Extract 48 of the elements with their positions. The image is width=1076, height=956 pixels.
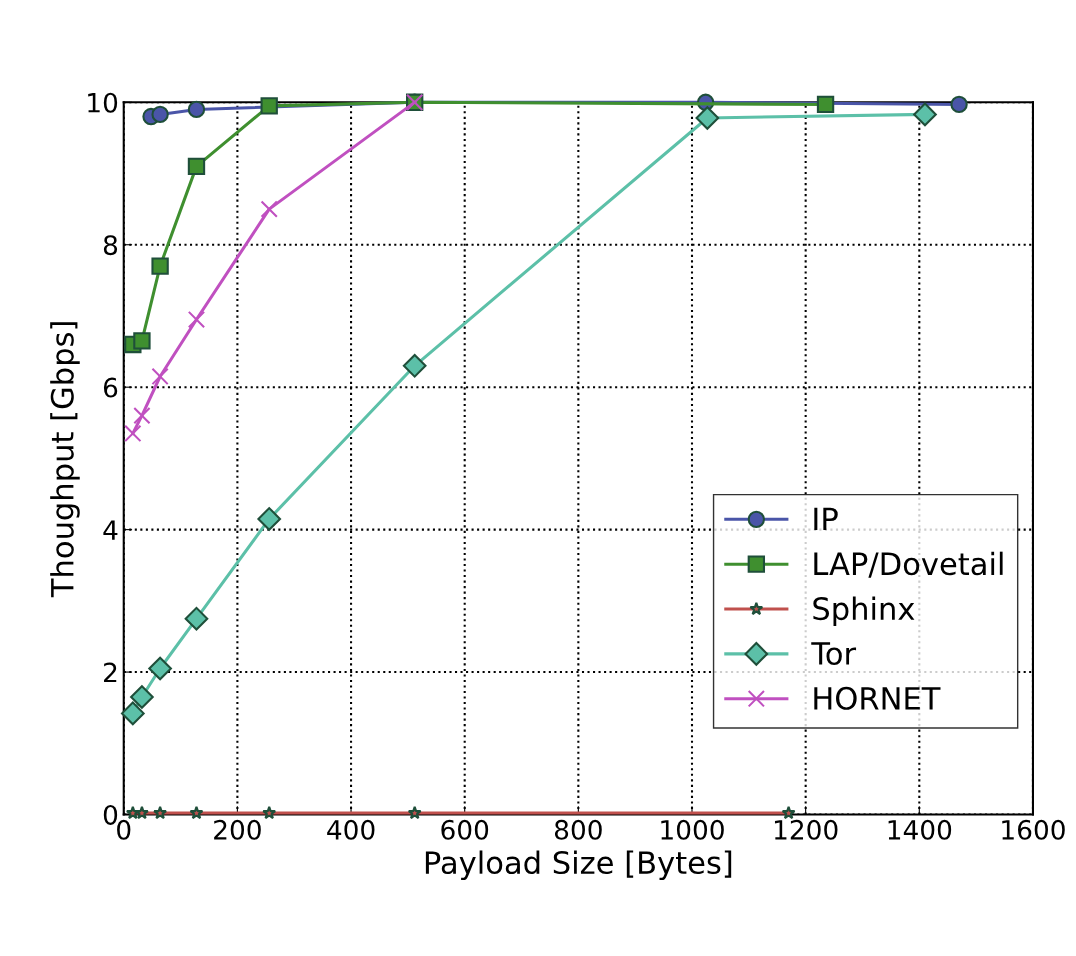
point bbox=[950, 95, 968, 114]
x-tick-label: 1400 bbox=[888, 819, 952, 840]
point bbox=[781, 805, 796, 820]
x-tick-label: 400 bbox=[327, 819, 375, 840]
point bbox=[695, 106, 720, 130]
point bbox=[262, 805, 277, 820]
point bbox=[816, 95, 835, 114]
point bbox=[189, 805, 204, 820]
point bbox=[153, 805, 168, 820]
point bbox=[133, 332, 151, 350]
point bbox=[124, 424, 142, 443]
x-axis-title: Payload Size [Bytes] bbox=[425, 850, 732, 881]
x-tick-label: 1600 bbox=[1002, 819, 1065, 840]
point bbox=[151, 105, 169, 124]
point bbox=[187, 157, 206, 176]
point bbox=[151, 257, 169, 275]
legend-label: HORNET bbox=[814, 686, 941, 710]
legend-label: IP bbox=[814, 507, 838, 531]
point bbox=[260, 200, 278, 218]
x-tick-label: 0 bbox=[117, 819, 131, 840]
point bbox=[148, 656, 172, 681]
point bbox=[407, 805, 422, 820]
point bbox=[187, 100, 206, 119]
legend-label: Tor bbox=[811, 642, 857, 666]
point bbox=[260, 97, 278, 115]
legend-label: Sphinx bbox=[813, 596, 915, 627]
y-axis-title: Thoughput [Gbps] bbox=[50, 322, 80, 598]
legend-label: LAP/Dovetail bbox=[814, 551, 1003, 578]
x-tick-label: 1200 bbox=[774, 819, 838, 840]
y-tick-label: 2 bbox=[104, 662, 117, 683]
x-tick-label: 600 bbox=[441, 819, 489, 840]
point bbox=[130, 685, 154, 709]
point bbox=[257, 507, 282, 531]
point bbox=[151, 367, 169, 386]
point bbox=[187, 310, 206, 329]
y-tick-label: 6 bbox=[103, 377, 118, 398]
y-tick-label: 8 bbox=[103, 235, 118, 256]
point bbox=[133, 406, 151, 425]
point bbox=[184, 606, 209, 631]
point bbox=[120, 701, 145, 726]
x-tick-label: 1000 bbox=[661, 819, 724, 840]
point bbox=[913, 102, 937, 127]
point bbox=[402, 353, 427, 378]
x-tick-label: 200 bbox=[214, 819, 261, 840]
y-tick-label: 10 bbox=[88, 92, 118, 113]
y-tick-label: 0 bbox=[103, 804, 118, 825]
x-tick-label: 800 bbox=[554, 819, 602, 840]
y-tick-label: 4 bbox=[103, 520, 118, 540]
